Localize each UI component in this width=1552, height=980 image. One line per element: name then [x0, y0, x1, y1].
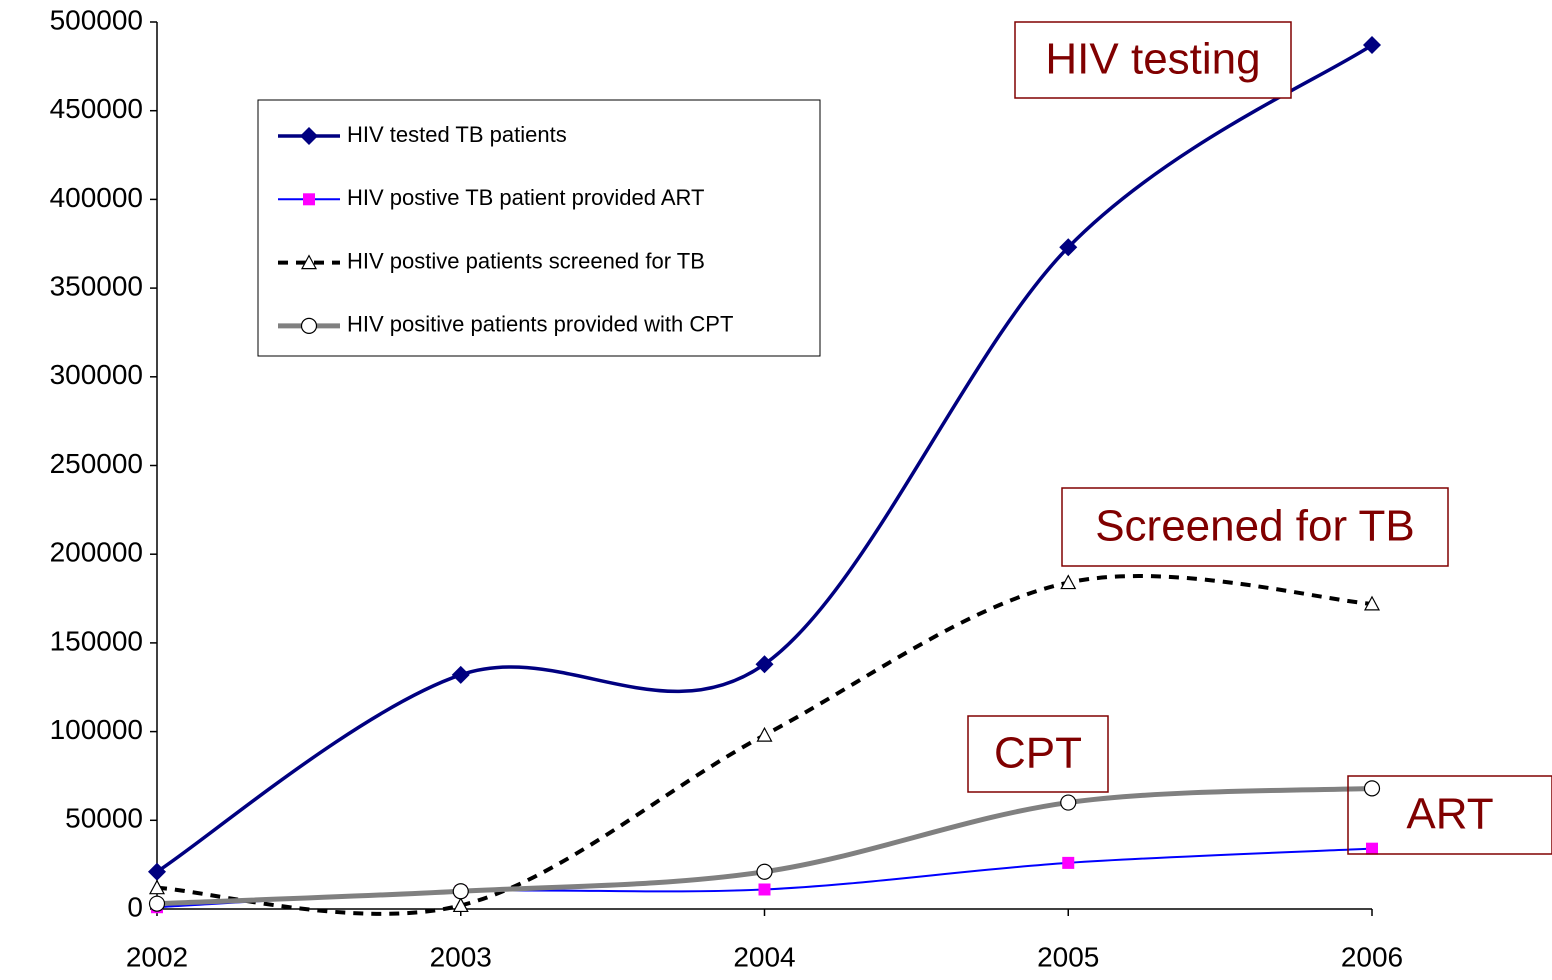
- series-line: [156, 43, 1373, 874]
- y-tick-label: 200000: [50, 537, 143, 568]
- y-tick-label: 500000: [50, 4, 143, 35]
- annotation-box: [967, 715, 1109, 793]
- data-point: [1059, 238, 1078, 257]
- annotation-box: [1014, 21, 1292, 99]
- data-point: [452, 897, 469, 913]
- data-point: [1060, 574, 1077, 590]
- data-point: [148, 879, 166, 895]
- data-point: [1363, 36, 1381, 55]
- y-tick-label: 0: [127, 891, 143, 922]
- annotation-box: [1061, 487, 1449, 567]
- legend-marker: [303, 193, 315, 206]
- y-tick-label: 50000: [65, 803, 143, 834]
- data-point: [1060, 794, 1077, 811]
- y-tick-label: 100000: [50, 714, 143, 745]
- data-point: [758, 883, 771, 896]
- y-tick-label: 150000: [50, 625, 143, 656]
- legend-marker: [300, 317, 318, 334]
- y-tick-label: 250000: [50, 448, 143, 479]
- x-tick-label: 2003: [430, 941, 492, 972]
- y-tick-label: 400000: [50, 182, 143, 213]
- data-point: [1062, 856, 1075, 869]
- y-tick-label: 450000: [50, 93, 143, 124]
- annotation: CPT: [994, 729, 1082, 778]
- y-tick-label: 300000: [50, 359, 143, 390]
- legend-label: HIV postive patients screened for TB: [347, 248, 705, 273]
- annotation: Screened for TB: [1095, 502, 1415, 551]
- y-tick-label: 350000: [50, 270, 143, 301]
- data-point: [756, 726, 773, 742]
- legend-marker: [300, 127, 318, 145]
- data-point: [148, 895, 166, 912]
- data-point: [1366, 842, 1378, 855]
- x-tick-label: 2005: [1037, 941, 1099, 972]
- data-point: [756, 863, 773, 880]
- x-tick-label: 2004: [733, 941, 795, 972]
- data-point: [451, 665, 470, 684]
- data-point: [452, 883, 469, 900]
- legend-marker: [300, 254, 318, 270]
- series-line: [156, 574, 1373, 916]
- legend-label: HIV positive patients provided with CPT: [347, 312, 733, 337]
- legend: HIV tested TB patients HIV postive TB pat…: [257, 99, 821, 357]
- x-tick-label: 2002: [126, 941, 188, 972]
- legend-label: HIV tested TB patients: [347, 122, 567, 147]
- legend-box: [257, 99, 821, 357]
- annotation: ART: [1406, 790, 1493, 839]
- annotation-box: [1347, 775, 1552, 855]
- annotation: HIV testing: [1045, 35, 1260, 84]
- data-point: [1363, 780, 1381, 797]
- data-point: [755, 655, 774, 674]
- x-tick-label: 2006: [1341, 941, 1403, 972]
- data-point: [148, 862, 166, 881]
- data-point: [1363, 595, 1381, 611]
- legend-label: HIV postive TB patient provided ART: [347, 185, 705, 210]
